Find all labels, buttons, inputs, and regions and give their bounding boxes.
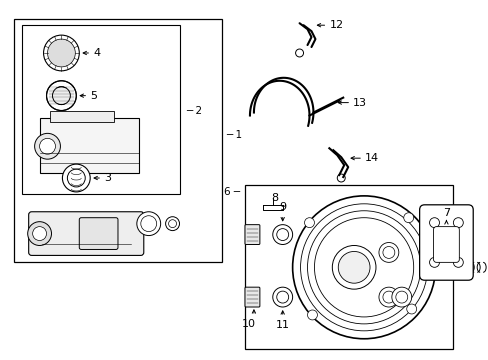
FancyBboxPatch shape [29,212,143,255]
Circle shape [62,164,90,192]
Text: 9: 9 [279,202,285,212]
FancyBboxPatch shape [79,218,118,249]
Circle shape [272,225,292,244]
Circle shape [165,217,179,231]
Circle shape [403,213,413,223]
Text: 3: 3 [104,173,111,183]
Circle shape [395,291,407,303]
Circle shape [43,35,79,71]
Text: 6 ─: 6 ─ [224,187,240,197]
Circle shape [47,39,75,67]
Circle shape [382,291,394,303]
Text: 13: 13 [352,98,366,108]
Circle shape [137,212,161,235]
FancyBboxPatch shape [40,118,139,173]
Circle shape [428,257,439,267]
Circle shape [276,291,288,303]
FancyBboxPatch shape [433,227,458,262]
Circle shape [452,218,462,228]
Circle shape [332,246,375,289]
Circle shape [382,247,394,258]
Circle shape [378,243,398,262]
Circle shape [168,220,176,228]
Circle shape [40,138,55,154]
Circle shape [276,229,288,240]
Circle shape [33,227,46,240]
Text: 11: 11 [275,320,289,330]
Circle shape [67,169,85,187]
Circle shape [307,310,317,320]
Circle shape [304,218,314,228]
Circle shape [52,87,70,105]
Circle shape [141,216,156,231]
Circle shape [337,174,345,182]
Circle shape [35,133,61,159]
Circle shape [428,218,439,228]
Circle shape [295,49,303,57]
Bar [14,19,222,262]
Bar [21,25,180,194]
Text: 12: 12 [328,20,343,30]
Bar [49,111,114,122]
Circle shape [406,304,416,314]
Bar [48,88,74,104]
FancyBboxPatch shape [419,205,472,280]
Circle shape [46,81,76,111]
Circle shape [452,257,462,267]
Text: 10: 10 [242,319,255,329]
Circle shape [28,222,51,246]
Circle shape [391,287,411,307]
Bar [244,185,452,349]
FancyBboxPatch shape [244,225,259,244]
Text: ─ 2: ─ 2 [186,105,202,116]
Circle shape [378,287,398,307]
Text: 4: 4 [93,48,100,58]
Text: 14: 14 [365,153,378,163]
Circle shape [292,196,435,339]
FancyBboxPatch shape [244,287,259,307]
Text: 5: 5 [90,91,97,101]
Circle shape [338,251,369,283]
Text: ─ 1: ─ 1 [225,130,242,140]
Text: 7: 7 [442,208,449,218]
Text: 8: 8 [271,193,278,203]
Circle shape [272,287,292,307]
